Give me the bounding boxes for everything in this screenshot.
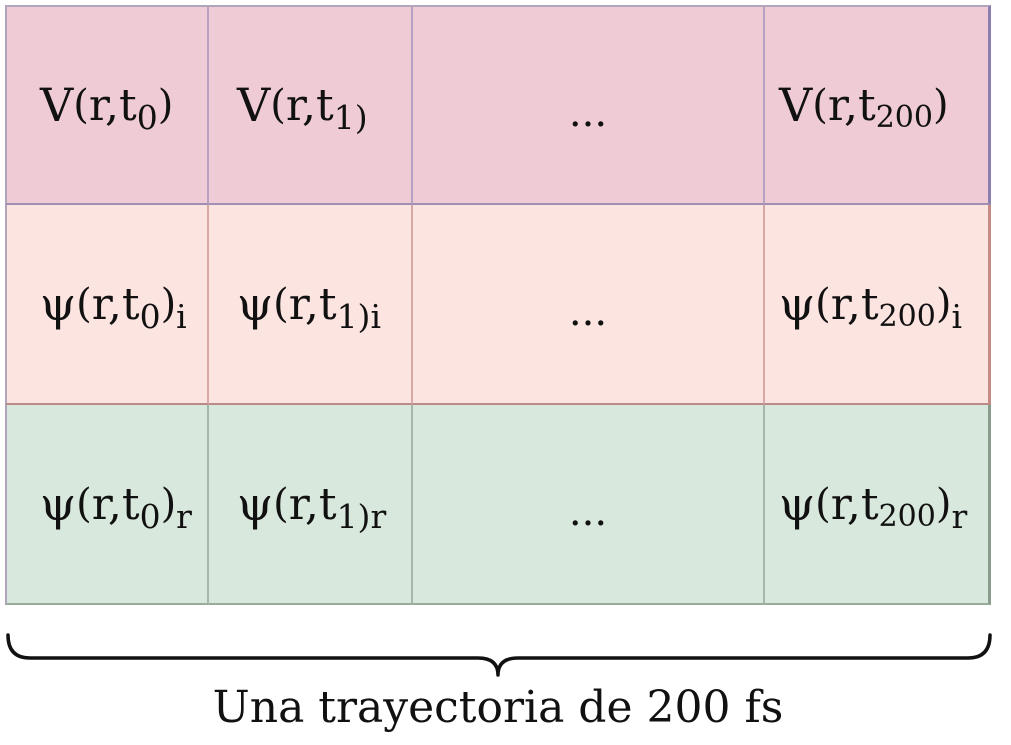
psi-symbol: ψ <box>779 477 816 531</box>
component-subscript: i <box>951 296 962 336</box>
psi-imaginary-cell-ellipsis: ... <box>413 205 765 405</box>
time-subscript: 200 <box>878 298 936 334</box>
open-paren: ( <box>273 481 289 527</box>
ellipsis: ... <box>568 90 608 136</box>
argument: r,t <box>288 478 337 530</box>
psi-imaginary-row: ψ(r,t 0) i ψ(r,t 1) i ... ψ(r,t 200) i <box>5 205 991 405</box>
time-subscript: 1) <box>333 97 368 137</box>
ellipsis: ... <box>568 289 608 335</box>
psi-real-cell-ellipsis: ... <box>413 405 765 605</box>
component-subscript: r <box>951 496 968 536</box>
potential-symbol: V <box>779 78 813 132</box>
close-paren: ) <box>935 481 952 527</box>
psi-real-cell-t0: ψ(r,t 0) r <box>5 405 209 605</box>
psi-real-cell-t200: ψ(r,t 200) r <box>765 405 991 605</box>
argument: r,t <box>830 478 879 530</box>
time-subscript: 1) <box>336 296 371 336</box>
potential-cell-ellipsis: ... <box>413 5 765 205</box>
potential-symbol: V <box>40 78 74 132</box>
component-subscript: r <box>176 496 192 536</box>
psi-imaginary-cell-t0: ψ(r,t 0) i <box>5 205 209 405</box>
psi-symbol: ψ <box>40 477 77 531</box>
component-subscript: i <box>176 296 187 336</box>
close-paren: ) <box>157 82 174 128</box>
time-subscript: 0 <box>139 296 161 336</box>
psi-symbol: ψ <box>40 277 77 331</box>
open-paren: ( <box>273 281 289 327</box>
psi-symbol: ψ <box>237 477 274 531</box>
ellipsis: ... <box>568 489 608 535</box>
time-subscript: 0 <box>139 496 161 536</box>
time-subscript: 0 <box>136 97 158 137</box>
argument: r,t <box>285 79 334 131</box>
trajectory-caption: Una trayectoria de 200 fs <box>212 682 784 733</box>
potential-cell-t0: V(r,t 0) <box>5 5 209 205</box>
close-paren: ) <box>932 82 949 128</box>
psi-real-row: ψ(r,t 0) r ψ(r,t 1) r ... ψ(r,t 200) r <box>5 405 991 605</box>
potential-row: V(r,t 0) V(r,t 1) ... V(r,t 200) <box>5 5 991 205</box>
open-paren: ( <box>815 481 831 527</box>
argument: r,t <box>288 278 337 330</box>
potential-symbol: V <box>237 78 271 132</box>
time-subscript: 1) <box>336 496 371 536</box>
open-paren: ( <box>76 281 92 327</box>
component-subscript: i <box>370 296 381 336</box>
psi-symbol: ψ <box>779 277 816 331</box>
close-paren: ) <box>935 281 952 327</box>
argument: r,t <box>88 79 137 131</box>
open-paren: ( <box>76 481 92 527</box>
time-subscript: 200 <box>878 498 936 534</box>
close-paren: ) <box>160 481 177 527</box>
argument: r,t <box>91 278 140 330</box>
argument: r,t <box>830 278 879 330</box>
open-paren: ( <box>73 82 89 128</box>
psi-imaginary-cell-t1: ψ(r,t 1) i <box>209 205 413 405</box>
time-subscript: 200 <box>875 99 933 135</box>
open-paren: ( <box>270 82 286 128</box>
curly-brace-icon <box>6 633 992 677</box>
potential-cell-t1: V(r,t 1) <box>209 5 413 205</box>
argument: r,t <box>827 79 876 131</box>
component-subscript: r <box>370 496 387 536</box>
open-paren: ( <box>815 281 831 327</box>
psi-real-cell-t1: ψ(r,t 1) r <box>209 405 413 605</box>
argument: r,t <box>91 478 140 530</box>
potential-cell-t200: V(r,t 200) <box>765 5 991 205</box>
psi-imaginary-cell-t200: ψ(r,t 200) i <box>765 205 991 405</box>
psi-symbol: ψ <box>237 277 274 331</box>
close-paren: ) <box>160 281 177 327</box>
trajectory-grid: V(r,t 0) V(r,t 1) ... V(r,t 200) ψ(r,t 0) i ψ… <box>5 5 991 605</box>
open-paren: ( <box>812 82 828 128</box>
